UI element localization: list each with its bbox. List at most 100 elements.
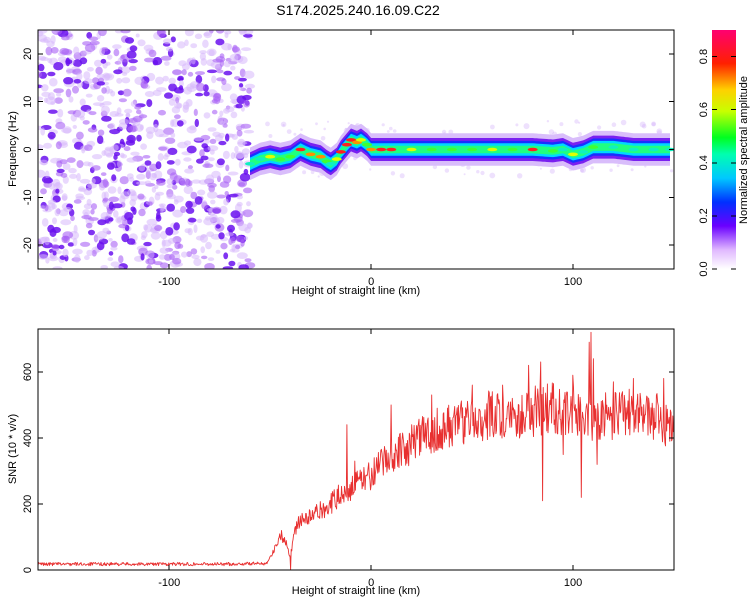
track-peak bbox=[446, 147, 457, 152]
noise-blob bbox=[480, 170, 485, 176]
noise-blob bbox=[225, 133, 230, 142]
noise-blob bbox=[80, 241, 91, 247]
noise-blob bbox=[51, 30, 61, 33]
noise-blob bbox=[68, 96, 74, 103]
noise-blob bbox=[75, 193, 84, 199]
noise-blob bbox=[144, 180, 151, 185]
noise-blob bbox=[390, 171, 396, 176]
noise-blob bbox=[51, 203, 57, 210]
noise-blob bbox=[243, 129, 255, 134]
noise-blob bbox=[51, 244, 60, 252]
noise-blob bbox=[96, 81, 106, 86]
noise-blob bbox=[74, 254, 81, 263]
noise-blob bbox=[207, 145, 219, 152]
noise-blob bbox=[135, 33, 140, 38]
noise-blob bbox=[224, 191, 229, 196]
spectrogram-xlabel: Height of straight line (km) bbox=[292, 285, 420, 297]
noise-blob bbox=[113, 265, 124, 269]
y-tick-label: 10 bbox=[22, 96, 34, 108]
noise-blob bbox=[108, 201, 114, 210]
noise-blob bbox=[174, 158, 181, 166]
noise-blob bbox=[44, 204, 49, 212]
noise-blob bbox=[186, 83, 198, 92]
noise-blob bbox=[41, 84, 49, 92]
noise-blob bbox=[53, 88, 64, 94]
noise-blob bbox=[52, 250, 57, 256]
noise-blob bbox=[244, 83, 256, 89]
noise-blob bbox=[191, 179, 201, 184]
noise-blob bbox=[169, 254, 175, 260]
noise-blob bbox=[140, 143, 148, 150]
noise-blob bbox=[230, 218, 241, 223]
noise-blob bbox=[140, 253, 145, 261]
noise-blob bbox=[166, 160, 175, 165]
noise-blob bbox=[143, 224, 149, 231]
noise-blob bbox=[91, 178, 96, 184]
noise-blob bbox=[146, 218, 158, 226]
track-peak bbox=[628, 147, 639, 152]
noise-blob bbox=[86, 198, 92, 206]
noise-blob bbox=[548, 129, 555, 135]
track-peak bbox=[315, 154, 326, 159]
noise-blob bbox=[159, 203, 165, 213]
noise-blob bbox=[123, 146, 131, 152]
noise-blob bbox=[244, 258, 252, 263]
track-peak bbox=[467, 147, 478, 152]
noise-blob bbox=[656, 128, 663, 135]
noise-blob bbox=[216, 194, 227, 199]
track-peak bbox=[346, 138, 356, 142]
noise-blob bbox=[61, 193, 68, 201]
noise-blob bbox=[463, 173, 466, 176]
noise-blob bbox=[181, 69, 187, 76]
y-tick-label: -10 bbox=[22, 189, 34, 205]
noise-blob bbox=[97, 135, 104, 144]
noise-blob bbox=[53, 61, 64, 71]
noise-blob bbox=[102, 178, 109, 188]
noise-blob bbox=[185, 200, 193, 209]
noise-blob bbox=[152, 59, 159, 66]
noise-blob bbox=[175, 97, 180, 104]
noise-blob bbox=[101, 87, 107, 94]
noise-blob bbox=[174, 241, 181, 250]
noise-blob bbox=[432, 164, 438, 170]
noise-blob bbox=[229, 54, 239, 62]
noise-blob bbox=[111, 174, 117, 182]
snr-xlabel: Height of straight line (km) bbox=[292, 585, 420, 597]
noise-blob bbox=[108, 122, 116, 130]
noise-blob bbox=[282, 124, 285, 127]
noise-blob bbox=[65, 59, 73, 65]
noise-blob bbox=[241, 148, 250, 156]
noise-blob bbox=[300, 128, 303, 131]
noise-blob bbox=[190, 191, 198, 200]
noise-blob bbox=[190, 43, 198, 49]
noise-blob bbox=[241, 47, 252, 52]
noise-blob bbox=[466, 165, 471, 170]
noise-blob bbox=[221, 83, 232, 92]
noise-blob bbox=[219, 181, 230, 188]
noise-blob bbox=[238, 160, 244, 169]
noise-blob bbox=[76, 131, 84, 140]
noise-blob bbox=[190, 248, 198, 255]
noise-blob bbox=[216, 158, 225, 166]
noise-blob bbox=[221, 78, 227, 85]
noise-blob bbox=[317, 175, 320, 178]
noise-blob bbox=[88, 111, 97, 116]
noise-blob bbox=[174, 114, 181, 119]
x-tick-label: 100 bbox=[564, 276, 582, 288]
noise-blob bbox=[166, 184, 174, 189]
noise-blob bbox=[136, 173, 146, 180]
noise-blob bbox=[165, 227, 174, 236]
noise-blob bbox=[40, 188, 47, 195]
noise-blob bbox=[108, 217, 114, 222]
noise-blob bbox=[225, 164, 230, 172]
noise-blob bbox=[83, 188, 93, 196]
noise-blob bbox=[48, 255, 59, 262]
noise-blob bbox=[67, 110, 77, 115]
noise-blob bbox=[98, 30, 107, 37]
noise-blob bbox=[110, 246, 118, 251]
noise-blob bbox=[211, 98, 218, 104]
noise-blob bbox=[55, 121, 66, 130]
y-tick-label: 200 bbox=[22, 495, 34, 513]
noise-blob bbox=[230, 152, 236, 160]
noise-blob bbox=[158, 109, 166, 116]
